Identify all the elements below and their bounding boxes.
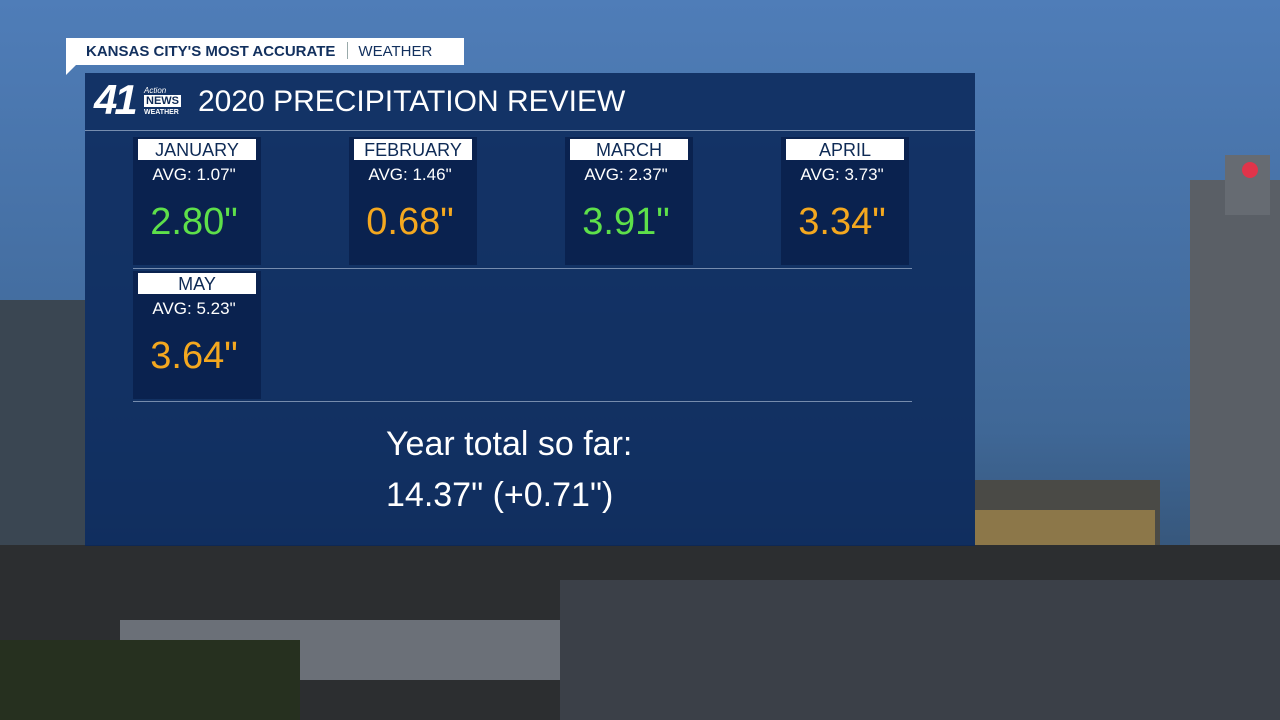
title-divider — [85, 130, 975, 131]
month-total: 3.91" — [582, 201, 670, 243]
month-cell: MARCH AVG: 2.37" 3.91" — [565, 137, 693, 265]
month-total: 3.64" — [150, 335, 238, 377]
tag-text: KANSAS CITY'S MOST ACCURATE — [86, 43, 336, 60]
month-name: MAY — [138, 273, 256, 294]
month-cell: APRIL AVG: 3.73" 3.34" — [781, 137, 909, 265]
summary-line1: Year total so far: — [386, 425, 633, 463]
month-name: MARCH — [570, 139, 688, 160]
month-name: JANUARY — [138, 139, 256, 160]
row-divider — [133, 268, 912, 269]
header-tag: KANSAS CITY'S MOST ACCURATE WEATHER — [66, 38, 464, 65]
summary-line2: 14.37" (+0.71") — [386, 476, 614, 514]
month-average: AVG: 1.46" — [368, 165, 452, 184]
logo-number: 41 — [94, 76, 138, 123]
month-average: AVG: 1.07" — [152, 165, 236, 184]
month-average: AVG: 3.73" — [800, 165, 884, 184]
month-name: FEBRUARY — [354, 139, 472, 160]
month-total: 3.34" — [798, 201, 886, 243]
month-cell: FEBRUARY AVG: 1.46" 0.68" — [349, 137, 477, 265]
section-text: WEATHER — [358, 43, 433, 60]
month-total: 0.68" — [366, 201, 454, 243]
row-divider — [133, 401, 912, 402]
month-name: APRIL — [786, 139, 904, 160]
logo-line1: Action — [144, 86, 167, 95]
logo-line2: NEWS — [144, 95, 181, 107]
month-average: AVG: 2.37" — [584, 165, 668, 184]
logo: 41 Action NEWS WEATHER — [94, 76, 184, 123]
month-total: 2.80" — [150, 201, 238, 243]
tag-tail — [66, 65, 76, 75]
title: 2020 PRECIPITATION REVIEW — [198, 85, 626, 118]
month-cell: MAY AVG: 5.23" 3.64" — [133, 271, 261, 399]
month-cell: JANUARY AVG: 1.07" 2.80" — [133, 137, 261, 265]
logo-line3: WEATHER — [144, 109, 179, 116]
month-average: AVG: 5.23" — [152, 299, 236, 318]
